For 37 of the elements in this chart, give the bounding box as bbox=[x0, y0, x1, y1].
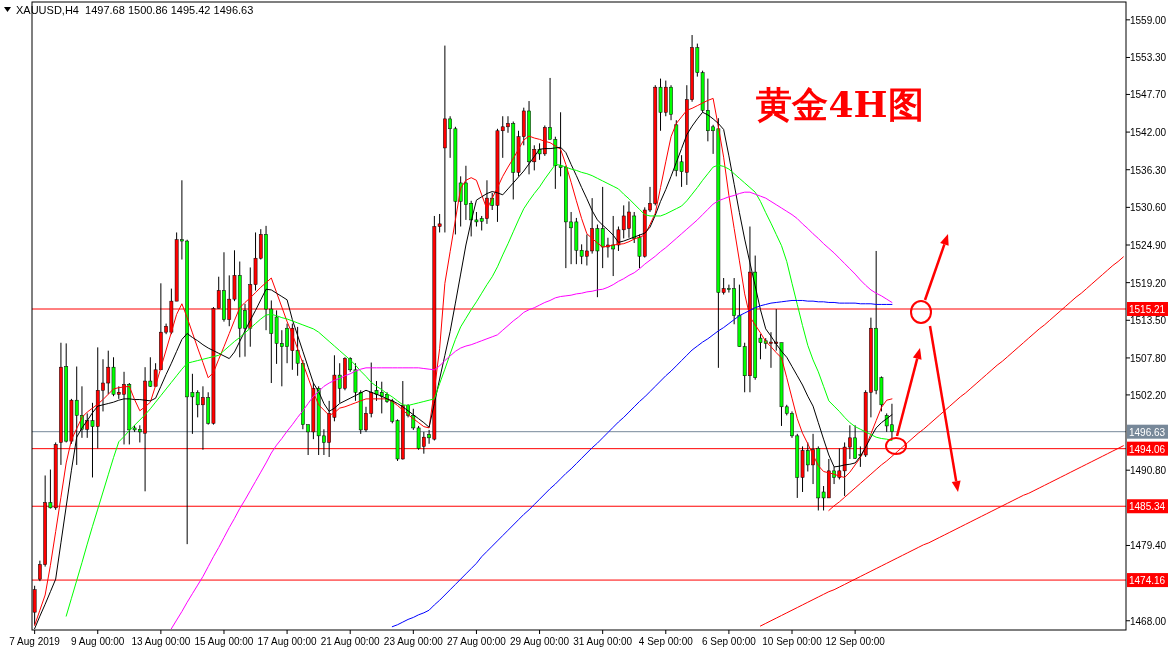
x-tick-label: 7 Aug 2019 bbox=[9, 636, 61, 647]
x-tick-label: 17 Aug 00:00 bbox=[257, 636, 317, 647]
line-series bbox=[170, 191, 893, 630]
ref-line-label: 1515.21 bbox=[1129, 304, 1166, 315]
y-tick-label: 1519.20 bbox=[1130, 277, 1167, 289]
x-tick-label: 6 Sep 00:00 bbox=[701, 636, 757, 647]
y-tick-label: 1553.30 bbox=[1130, 52, 1167, 64]
text: 黄金4H图 bbox=[756, 83, 924, 125]
x-tick-label: 13 Aug 00:00 bbox=[131, 636, 191, 647]
y-tick-label: 1547.70 bbox=[1130, 89, 1167, 101]
y-tick-label: 1530.60 bbox=[1130, 202, 1167, 214]
y-tick-label: 1536.30 bbox=[1130, 164, 1167, 176]
y-tick-label: 1468.00 bbox=[1130, 615, 1167, 627]
x-tick-label: 12 Sep 00:00 bbox=[825, 636, 886, 647]
y-tick-label: 1513.50 bbox=[1130, 315, 1167, 327]
y-tick-label: 1502.20 bbox=[1130, 389, 1167, 401]
y-tick-label: 1479.40 bbox=[1130, 540, 1167, 552]
x-tick-label: 10 Sep 00:00 bbox=[762, 636, 823, 647]
x-tick-label: 9 Aug 00:00 bbox=[71, 636, 125, 647]
x-tick-label: 15 Aug 00:00 bbox=[194, 636, 254, 647]
ref-line-label: 1485.34 bbox=[1129, 501, 1166, 513]
x-tick-label: 29 Aug 00:00 bbox=[510, 636, 570, 647]
x-tick-label: 31 Aug 00:00 bbox=[573, 636, 633, 647]
ref-line-label: 1496.63 bbox=[1129, 426, 1166, 438]
x-tick-label: 21 Aug 00:00 bbox=[320, 636, 381, 647]
x-tick-label: 4 Sep 00:00 bbox=[638, 636, 694, 647]
y-tick-label: 1542.00 bbox=[1130, 127, 1167, 139]
x-tick-label: 27 Aug 00:00 bbox=[446, 636, 507, 647]
y-tick-label: 1559.00 bbox=[1130, 14, 1167, 26]
x-tick-label: 23 Aug 00:00 bbox=[383, 636, 444, 647]
y-tick-label: 1507.80 bbox=[1130, 352, 1167, 364]
line-series bbox=[391, 299, 893, 628]
ref-line-label: 1494.06 bbox=[1129, 443, 1166, 455]
chart-subtitle: XAUUSD,H4 1497.68 1500.86 1495.42 1496.63 bbox=[16, 4, 254, 16]
y-tick-label: 1490.80 bbox=[1130, 465, 1167, 477]
ref-line-label: 1474.16 bbox=[1129, 575, 1166, 587]
y-tick-label: 1524.90 bbox=[1130, 240, 1167, 252]
